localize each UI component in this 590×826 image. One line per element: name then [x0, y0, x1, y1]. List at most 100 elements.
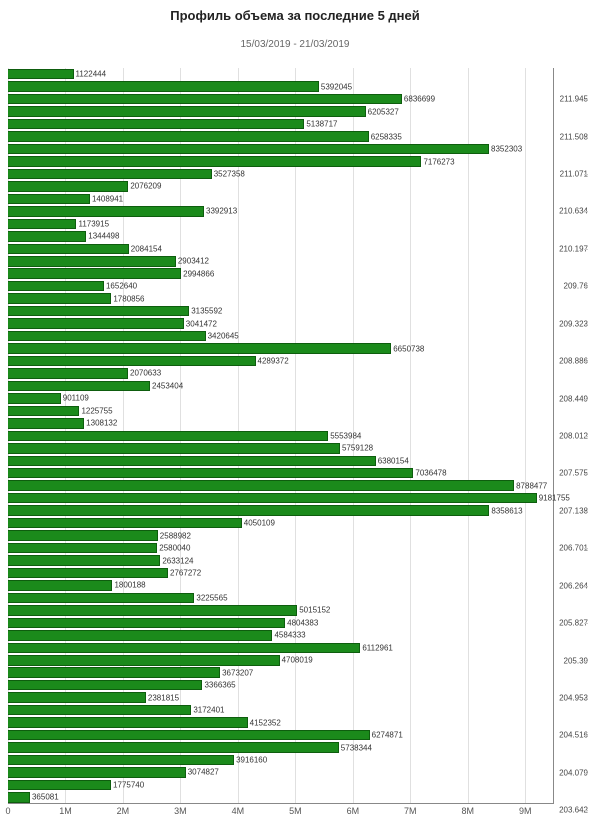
bars-container: 1122444539204568366996205327513871762583… — [8, 68, 554, 804]
y-tick-mark — [584, 623, 588, 624]
bar-row: 2903412 — [8, 255, 554, 267]
bar-row: 4584333 — [8, 629, 554, 641]
volume-bar — [8, 406, 79, 417]
bar-row: 1173915 — [8, 218, 554, 230]
volume-bar — [8, 605, 297, 616]
volume-bar — [8, 293, 111, 304]
bar-value-label: 2084154 — [131, 244, 162, 253]
bar-row: 6112961 — [8, 642, 554, 654]
volume-bar — [8, 81, 319, 92]
bar-value-label: 2767272 — [170, 568, 201, 577]
volume-bar — [8, 580, 112, 591]
volume-bar — [8, 618, 285, 629]
bar-value-label: 8358613 — [491, 506, 522, 515]
bar-row: 3135592 — [8, 305, 554, 317]
bar-row: 3172401 — [8, 704, 554, 716]
volume-bar — [8, 393, 61, 404]
bar-row: 6380154 — [8, 455, 554, 467]
bar-value-label: 6112961 — [362, 643, 393, 652]
bar-value-label: 2381815 — [148, 693, 179, 702]
y-tick-mark — [584, 361, 588, 362]
bar-value-label: 4804383 — [287, 618, 318, 627]
y-tick-mark — [584, 773, 588, 774]
bar-row: 8352303 — [8, 143, 554, 155]
bar-row: 2994866 — [8, 268, 554, 280]
bar-row: 2070633 — [8, 367, 554, 379]
bar-row: 3074827 — [8, 766, 554, 778]
volume-bar — [8, 468, 413, 479]
x-tick-label: 2M — [117, 806, 130, 816]
volume-bar — [8, 331, 206, 342]
volume-bar — [8, 256, 176, 267]
bar-row: 1652640 — [8, 280, 554, 292]
bar-value-label: 4289372 — [258, 357, 289, 366]
bar-row: 4708019 — [8, 654, 554, 666]
volume-bar — [8, 368, 128, 379]
bar-value-label: 5015152 — [299, 606, 330, 615]
bar-row: 6258335 — [8, 130, 554, 142]
volume-bar — [8, 717, 248, 728]
bar-row: 2453404 — [8, 380, 554, 392]
volume-bar — [8, 443, 340, 454]
volume-bar — [8, 244, 129, 255]
volume-bar — [8, 231, 86, 242]
bar-row: 4050109 — [8, 517, 554, 529]
x-tick-label: 5M — [289, 806, 302, 816]
y-tick-mark — [584, 436, 588, 437]
bar-value-label: 3225565 — [196, 593, 227, 602]
bar-row: 9181755 — [8, 492, 554, 504]
bar-value-label: 1122444 — [76, 70, 107, 79]
volume-bar — [8, 705, 191, 716]
bar-row: 8788477 — [8, 479, 554, 491]
bar-value-label: 3074827 — [188, 768, 219, 777]
volume-bar — [8, 318, 184, 329]
bar-value-label: 6650738 — [393, 344, 424, 353]
y-tick-mark — [584, 249, 588, 250]
volume-bar — [8, 792, 30, 803]
volume-bar — [8, 555, 160, 566]
x-tick-label: 9M — [519, 806, 532, 816]
volume-bar — [8, 356, 256, 367]
bar-row: 4289372 — [8, 355, 554, 367]
bar-value-label: 2633124 — [162, 556, 193, 565]
bar-row: 1344498 — [8, 230, 554, 242]
volume-bar — [8, 119, 304, 130]
bar-value-label: 1173915 — [78, 219, 109, 228]
volume-bar — [8, 418, 84, 429]
y-tick-mark — [584, 548, 588, 549]
volume-bar — [8, 69, 74, 80]
x-tick-label: 7M — [404, 806, 417, 816]
volume-bar — [8, 206, 204, 217]
x-tick-label: 6M — [347, 806, 360, 816]
volume-bar — [8, 530, 158, 541]
bar-value-label: 2453404 — [152, 381, 183, 390]
y-tick-mark — [584, 399, 588, 400]
bar-value-label: 3673207 — [222, 668, 253, 677]
y-tick-mark — [584, 211, 588, 212]
bar-value-label: 6836699 — [404, 95, 435, 104]
bar-row: 901109 — [8, 392, 554, 404]
bar-value-label: 3172401 — [193, 706, 224, 715]
bar-row: 5738344 — [8, 741, 554, 753]
bar-row: 3225565 — [8, 592, 554, 604]
volume-bar — [8, 767, 186, 778]
bar-value-label: 2994866 — [183, 269, 214, 278]
y-axis: 211.945211.508211.071210.634210.197209.7… — [554, 68, 588, 804]
bar-row: 1800188 — [8, 579, 554, 591]
bar-row: 8358613 — [8, 504, 554, 516]
bar-value-label: 3135592 — [191, 307, 222, 316]
volume-bar — [8, 568, 168, 579]
bar-value-label: 901109 — [63, 394, 89, 403]
bar-row: 7176273 — [8, 155, 554, 167]
x-tick-label: 4M — [232, 806, 245, 816]
bar-row: 2588982 — [8, 529, 554, 541]
volume-profile-chart: Профиль объема за последние 5 дней 15/03… — [0, 0, 590, 826]
bar-row: 2767272 — [8, 567, 554, 579]
volume-bar — [8, 593, 194, 604]
bar-row: 1225755 — [8, 405, 554, 417]
y-tick-mark — [584, 810, 588, 811]
bar-value-label: 6380154 — [378, 456, 409, 465]
bar-row: 6274871 — [8, 729, 554, 741]
volume-bar — [8, 493, 537, 504]
bar-value-label: 4050109 — [244, 519, 275, 528]
